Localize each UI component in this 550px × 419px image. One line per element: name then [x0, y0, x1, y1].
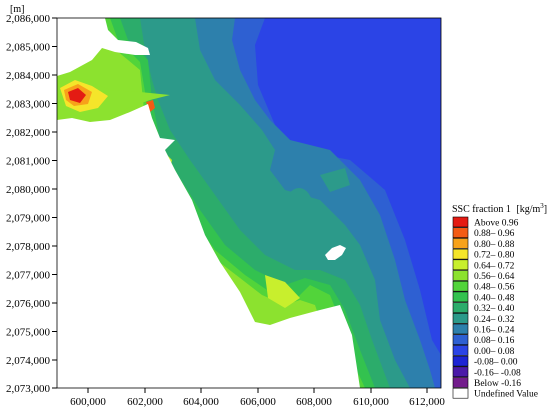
x-tick-label: 610,000 — [353, 396, 389, 408]
land-channel — [230, 320, 356, 388]
y-tick-label: 2,085,000 — [6, 42, 51, 54]
legend: SSC fraction 1 [kg/m3] Above 0.960.88– 0… — [452, 202, 547, 400]
land-upper-left — [57, 18, 150, 76]
legend-swatch — [452, 345, 469, 356]
map-plot-area — [57, 18, 441, 388]
legend-swatch — [452, 312, 469, 324]
legend-swatch — [452, 323, 469, 335]
y-tick-label: 2,076,000 — [6, 298, 51, 310]
x-tick-label: 604,000 — [183, 396, 219, 408]
legend-swatch — [452, 291, 469, 303]
x-tick-label: 612,000 — [409, 396, 445, 408]
legend-swatch — [452, 355, 469, 367]
legend-swatch — [452, 270, 469, 281]
legend-label: -0.16– -0.08 — [474, 368, 521, 378]
legend-swatch — [452, 248, 469, 260]
sea-patch-a — [285, 188, 313, 228]
y-tick-label: 2,075,000 — [6, 327, 51, 339]
legend-swatch — [452, 227, 469, 238]
legend-label: 0.16– 0.24 — [474, 326, 515, 336]
plot-frame — [56, 17, 442, 389]
x-axis: 600,000 602,000 604,000 606,000 608,000 … — [70, 388, 445, 408]
legend-label: 0.72– 0.80 — [474, 251, 515, 261]
legend-label: 0.24– 0.32 — [474, 315, 515, 325]
y-tick-label: 2,077,000 — [6, 270, 51, 282]
legend-label: Above 0.96 — [474, 219, 519, 229]
y-tick-label: 2,073,000 — [6, 383, 51, 395]
legend-label: 0.56– 0.64 — [474, 272, 515, 282]
legend-label: 0.40– 0.48 — [474, 293, 515, 303]
legend-swatch — [452, 377, 469, 388]
x-tick-label: 600,000 — [70, 396, 106, 408]
legend-label: -0.08– 0.00 — [474, 358, 518, 368]
legend-unit-exp: 3 — [540, 202, 544, 210]
legend-label: Undefined Value — [474, 389, 538, 400]
legend-label: 0.48– 0.56 — [474, 283, 515, 293]
legend-label: 0.88– 0.96 — [474, 229, 515, 239]
x-tick-label: 606,000 — [240, 396, 276, 408]
legend-swatch — [452, 280, 469, 292]
x-tick-label: 608,000 — [296, 396, 332, 408]
y-tick-label: 2,074,000 — [6, 355, 51, 367]
y-tick-label: 2,081,000 — [6, 156, 51, 168]
y-tick-label: 2,086,000 — [6, 13, 51, 25]
y-tick-label: 2,079,000 — [6, 213, 51, 225]
y-tick-label: 2,084,000 — [6, 70, 51, 82]
sea-patch-b — [320, 168, 350, 192]
legend-label: 0.80– 0.88 — [474, 240, 515, 250]
legend-swatch — [452, 387, 469, 399]
legend-label: 0.00– 0.08 — [474, 347, 515, 357]
y-tick-label: 2,082,000 — [6, 127, 51, 139]
y-tick-label: 2,083,000 — [6, 99, 51, 111]
legend-title-text: SSC fraction 1 — [452, 204, 511, 215]
legend-label: 0.32– 0.40 — [474, 304, 515, 314]
land-main — [57, 104, 360, 388]
legend-swatch — [452, 238, 469, 249]
legend-swatch — [452, 334, 469, 346]
legend-swatch — [452, 302, 469, 313]
legend-swatch — [452, 259, 469, 271]
y-tick-label: 2,080,000 — [6, 184, 51, 196]
river-plume-red — [68, 88, 86, 103]
inlet-hotspot — [146, 100, 155, 112]
legend-unit: [kg/m — [516, 204, 540, 215]
legend-swatch — [452, 366, 469, 378]
unit-label: [m] — [10, 4, 24, 15]
legend-label: 0.08– 0.16 — [474, 336, 515, 346]
legend-label: Below -0.16 — [474, 379, 521, 389]
island — [325, 245, 346, 260]
y-axis: 2,086,000 2,085,000 2,084,000 2,083,000 … — [6, 13, 57, 395]
legend-label: 0.64– 0.72 — [474, 261, 515, 271]
legend-items: Above 0.960.88– 0.960.80– 0.880.72– 0.80… — [452, 216, 538, 400]
y-tick-label: 2,078,000 — [6, 241, 51, 253]
sea-region-064-072 — [265, 275, 300, 308]
legend-unit-close: ] — [544, 204, 547, 215]
legend-swatch — [452, 216, 469, 228]
legend-title: SSC fraction 1 [kg/m3] — [452, 202, 547, 215]
x-tick-label: 602,000 — [127, 396, 163, 408]
